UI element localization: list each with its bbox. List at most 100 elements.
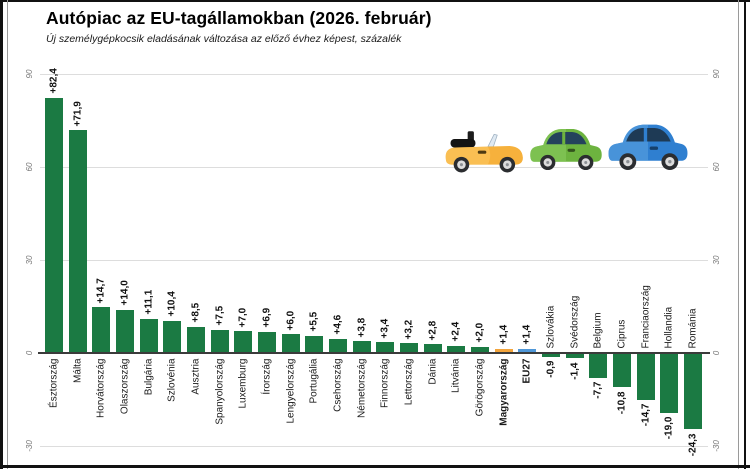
bar <box>494 348 513 353</box>
bar-value-label: +14,0 <box>119 280 131 306</box>
bar-category-label: Svédország <box>569 295 581 348</box>
bar-value-label: +7,0 <box>237 307 249 328</box>
gridline <box>40 260 708 261</box>
green-car-icon <box>530 129 602 171</box>
blue-car-icon <box>608 124 688 171</box>
y-axis-tick-label-left: 30 <box>25 255 34 265</box>
bar-category-label: Hollandia <box>663 306 675 348</box>
bar <box>328 338 347 353</box>
frame-top-line <box>0 0 750 2</box>
bar-category-label: Dánia <box>427 358 439 385</box>
bar <box>257 331 276 353</box>
bar-value-label: +10,4 <box>166 291 178 317</box>
bar <box>92 307 111 353</box>
bar-category-label: Szlovénia <box>166 358 178 402</box>
bar-category-label: Görögország <box>474 358 486 416</box>
bar <box>376 342 395 353</box>
y-axis-tick-label-right: 60 <box>712 162 721 172</box>
y-axis-tick-label-right: -30 <box>712 440 721 452</box>
frame-left-inner-line <box>7 0 8 469</box>
page-title: Autópiac az EU-tagállamokban (2026. febr… <box>46 8 432 28</box>
page-subtitle: Új személygépkocsik eladásának változása… <box>46 33 402 45</box>
bar <box>589 354 608 378</box>
bar <box>470 346 489 353</box>
bar-category-label: Belgium <box>592 311 604 348</box>
bar <box>541 354 560 357</box>
bar-value-label: +8,5 <box>190 302 202 323</box>
bar-category-label: Észtország <box>48 358 60 408</box>
bar-value-label: +7,5 <box>214 306 226 326</box>
bar-value-label: +4,6 <box>332 314 344 335</box>
bar-value-label: +2,4 <box>450 321 462 342</box>
y-axis-tick-label-left: 90 <box>25 69 34 79</box>
y-axis-tick-label-left: 60 <box>25 162 34 172</box>
bar-category-label: Spanyolország <box>214 358 226 425</box>
bar <box>352 341 371 353</box>
frame-left-line <box>0 0 3 469</box>
bar <box>612 354 631 388</box>
y-axis-tick-label-left: -30 <box>25 440 34 452</box>
bar-value-label: +6,0 <box>285 310 297 331</box>
gridline <box>40 167 708 168</box>
bar-value-label: +1,4 <box>498 324 510 345</box>
bar <box>518 348 537 353</box>
bar-category-label: Magyarország <box>498 358 510 426</box>
bar-category-label: Lengyelország <box>285 358 297 424</box>
bar <box>186 326 205 353</box>
bar-value-label: +82,4 <box>48 68 60 94</box>
bar <box>683 354 702 430</box>
bar-value-label: +71,9 <box>72 100 84 127</box>
bar-category-label: Írország <box>261 358 273 395</box>
bar <box>565 354 584 359</box>
bar <box>115 309 134 353</box>
bar-value-label: +14,7 <box>95 278 107 304</box>
bar-value-label: +11,1 <box>143 289 155 315</box>
bar-value-label: +3,4 <box>379 318 391 339</box>
bar <box>399 343 418 353</box>
bar-category-label: Portugália <box>308 358 320 404</box>
bar <box>636 354 655 400</box>
bar <box>447 345 466 353</box>
bar <box>660 354 679 413</box>
bar <box>68 130 87 353</box>
bar <box>234 331 253 353</box>
bar-value-label: -10,8 <box>616 391 628 415</box>
bar-value-label: -14,7 <box>640 403 652 427</box>
y-axis-tick-label-left: 0 <box>25 350 34 356</box>
y-axis-tick-label-right: 0 <box>712 350 721 356</box>
gridline <box>40 446 708 447</box>
frame-right-inner-line <box>738 0 739 469</box>
frame-right-line <box>744 0 746 469</box>
bar-category-label: Németország <box>356 358 368 418</box>
bar-value-label: +3,2 <box>403 319 415 340</box>
bar <box>305 335 324 353</box>
gridline <box>40 74 708 75</box>
bar <box>139 318 158 353</box>
bar-category-label: Szlovákia <box>545 305 557 348</box>
bar-category-label: Lettország <box>403 358 415 405</box>
y-axis-tick-label-right: 30 <box>712 255 721 265</box>
bar-category-label: Olaszország <box>119 358 131 414</box>
bar <box>45 97 63 353</box>
bar-category-label: Ausztria <box>190 358 202 395</box>
bar-category-label: Bulgária <box>143 358 155 395</box>
bar <box>210 329 229 353</box>
frame-bottom-line <box>0 465 750 468</box>
bar-value-label: +2,8 <box>427 320 439 341</box>
bar-value-label: -0,9 <box>545 360 557 379</box>
bar-value-label: +3,8 <box>356 317 368 338</box>
bar <box>163 320 182 353</box>
bar-value-label: +5,5 <box>308 312 320 332</box>
bar-category-label: Finnország <box>379 358 391 408</box>
bar-value-label: -1,4 <box>569 362 581 380</box>
bar-value-label: -19,0 <box>663 416 675 440</box>
orange-convertible-car-icon <box>445 131 523 173</box>
bar-category-label: Csehország <box>332 358 344 412</box>
x-axis-zero-line <box>38 352 710 354</box>
bar-category-label: Ciprus <box>616 319 628 348</box>
bar-value-label: +2,0 <box>474 323 486 343</box>
bar-category-label: EU27 <box>521 358 533 384</box>
bar <box>281 334 300 353</box>
